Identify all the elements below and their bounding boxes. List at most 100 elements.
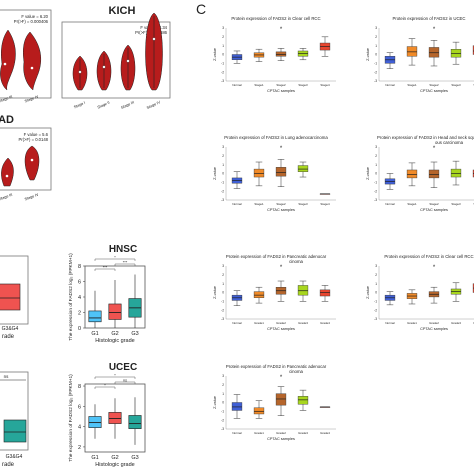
tick-label: G3&G4 — [6, 454, 23, 460]
tick-label: Stage II — [97, 101, 111, 110]
x-axis-label: CPTAC samples — [420, 327, 448, 331]
y-tick-label: -3 — [374, 198, 377, 202]
y-tick-label: 1 — [222, 392, 224, 396]
x-tick-label: Stage1 — [407, 83, 417, 87]
box-rect — [428, 47, 440, 58]
x-tick-label: Stage2 — [276, 202, 286, 206]
x-tick-label: G2 — [111, 455, 118, 461]
y-tick-label: 3 — [375, 26, 377, 30]
box-rect — [231, 402, 243, 411]
y-tick-label: -1 — [374, 300, 377, 304]
box-rect — [297, 396, 309, 405]
sig-label: *** — [103, 265, 108, 269]
y-tick-label: 1 — [222, 282, 224, 286]
box-rect — [253, 168, 265, 178]
x-tick-label: Grade4 — [320, 321, 330, 325]
y-tick-label: 2 — [222, 273, 224, 277]
y-tick-label: 3 — [222, 264, 224, 268]
x-tick-label: Normal — [232, 321, 242, 325]
x-tick-label: Grade1 — [254, 431, 264, 435]
y-tick-label: 2 — [222, 383, 224, 387]
x-tick-label: Grade3 — [298, 321, 308, 325]
y-tick-label: 2 — [78, 445, 81, 451]
x-tick-label: Stage1 — [254, 202, 264, 206]
median-dot — [126, 59, 130, 63]
y-tick-label: 0 — [222, 291, 224, 295]
stat-fvalue: F value = 5.6 — [24, 132, 49, 137]
sig-star: * — [280, 375, 283, 381]
y-axis-label: Z-value — [213, 396, 217, 409]
y-tick-label: -2 — [374, 70, 377, 74]
axis-label: rade — [2, 462, 15, 468]
y-tick-label: 0 — [222, 401, 224, 405]
y-tick-label: -1 — [221, 62, 224, 66]
y-axis-label: Z-value — [366, 167, 370, 180]
y-axis-label: The expression of FADS2 log₂ (FPKM+1) — [68, 374, 74, 462]
box-rect — [0, 283, 21, 311]
x-tick-label: G3 — [131, 331, 138, 337]
y-tick-label: -3 — [221, 79, 224, 83]
sig-label: ns — [4, 374, 10, 379]
panel-frame — [0, 127, 52, 191]
kich-title: KICH — [109, 5, 136, 17]
box-rect — [297, 285, 309, 296]
tick-label: Stage IV — [24, 193, 39, 202]
panel-letter: C — [196, 1, 206, 17]
tick-label: Stage IV — [24, 95, 39, 104]
x-tick-label: Normal — [385, 321, 395, 325]
box-rect — [253, 407, 265, 415]
median-dot — [78, 70, 82, 74]
x-axis-label: CPTAC samples — [420, 208, 448, 212]
x-axis-label: CPTAC samples — [267, 437, 295, 441]
y-tick-label: -2 — [221, 308, 224, 312]
y-tick-label: -3 — [221, 427, 224, 431]
x-tick-label: Grade2 — [276, 321, 286, 325]
x-tick-label: Stage2 — [276, 83, 286, 87]
x-tick-label: Stage2 — [429, 83, 439, 87]
y-tick-label: 2 — [222, 35, 224, 39]
stat-pvalue: Pr(>F) = 0.0148 — [18, 137, 48, 142]
y-tick-label: 2 — [375, 273, 377, 277]
box-rect — [108, 412, 122, 424]
box-rect — [253, 291, 265, 299]
sig-star: * — [433, 146, 436, 152]
y-axis-label: Z-value — [213, 167, 217, 180]
median-dot — [152, 37, 156, 41]
x-tick-label: Stage1 — [254, 83, 264, 87]
y-tick-label: 0 — [222, 172, 224, 176]
violin-shape — [0, 29, 16, 91]
y-tick-label: 3 — [222, 145, 224, 149]
y-tick-label: 1 — [222, 163, 224, 167]
y-tick-label: -2 — [221, 189, 224, 193]
y-tick-label: -1 — [221, 181, 224, 185]
sig-star: * — [280, 27, 283, 33]
box-rect — [3, 419, 27, 443]
cptac-title: Protein expression of FADS2 in Pancreati… — [226, 254, 327, 259]
cptac-title: Protein expression of FADS2 in Pancreati… — [226, 364, 327, 369]
cptac-title: Protein expression of FADS2 in Lung aden… — [224, 135, 328, 140]
y-axis-label: Z-value — [213, 286, 217, 299]
y-tick-label: 2 — [78, 311, 81, 317]
panel-frame — [61, 21, 171, 99]
x-tick-label: Normal — [232, 83, 242, 87]
median-dot — [102, 65, 106, 69]
box-rect — [88, 416, 102, 428]
tick-label: Stage III — [0, 95, 13, 104]
y-axis-label: The expression of FADS2 log₂ (FPKM+1) — [68, 253, 74, 341]
cptac-title-cont: ous carcinoma — [435, 140, 464, 145]
x-tick-label: Grade4 — [320, 431, 330, 435]
violin-shape — [24, 145, 40, 181]
cptac-title: Protein expression of FADS2 in Head and … — [377, 135, 474, 140]
sig-label: *** — [123, 260, 128, 264]
panel-frame — [0, 255, 29, 325]
sig-star: * — [433, 27, 436, 33]
panel-frame — [0, 371, 29, 451]
box-rect — [108, 303, 122, 320]
y-tick-label: 3 — [375, 145, 377, 149]
x-tick-label: Normal — [232, 431, 242, 435]
sig-label: * — [104, 383, 106, 387]
tick-label: G3&G4 — [2, 326, 19, 332]
panel-title: HNSC — [109, 244, 137, 255]
y-tick-label: -1 — [374, 181, 377, 185]
